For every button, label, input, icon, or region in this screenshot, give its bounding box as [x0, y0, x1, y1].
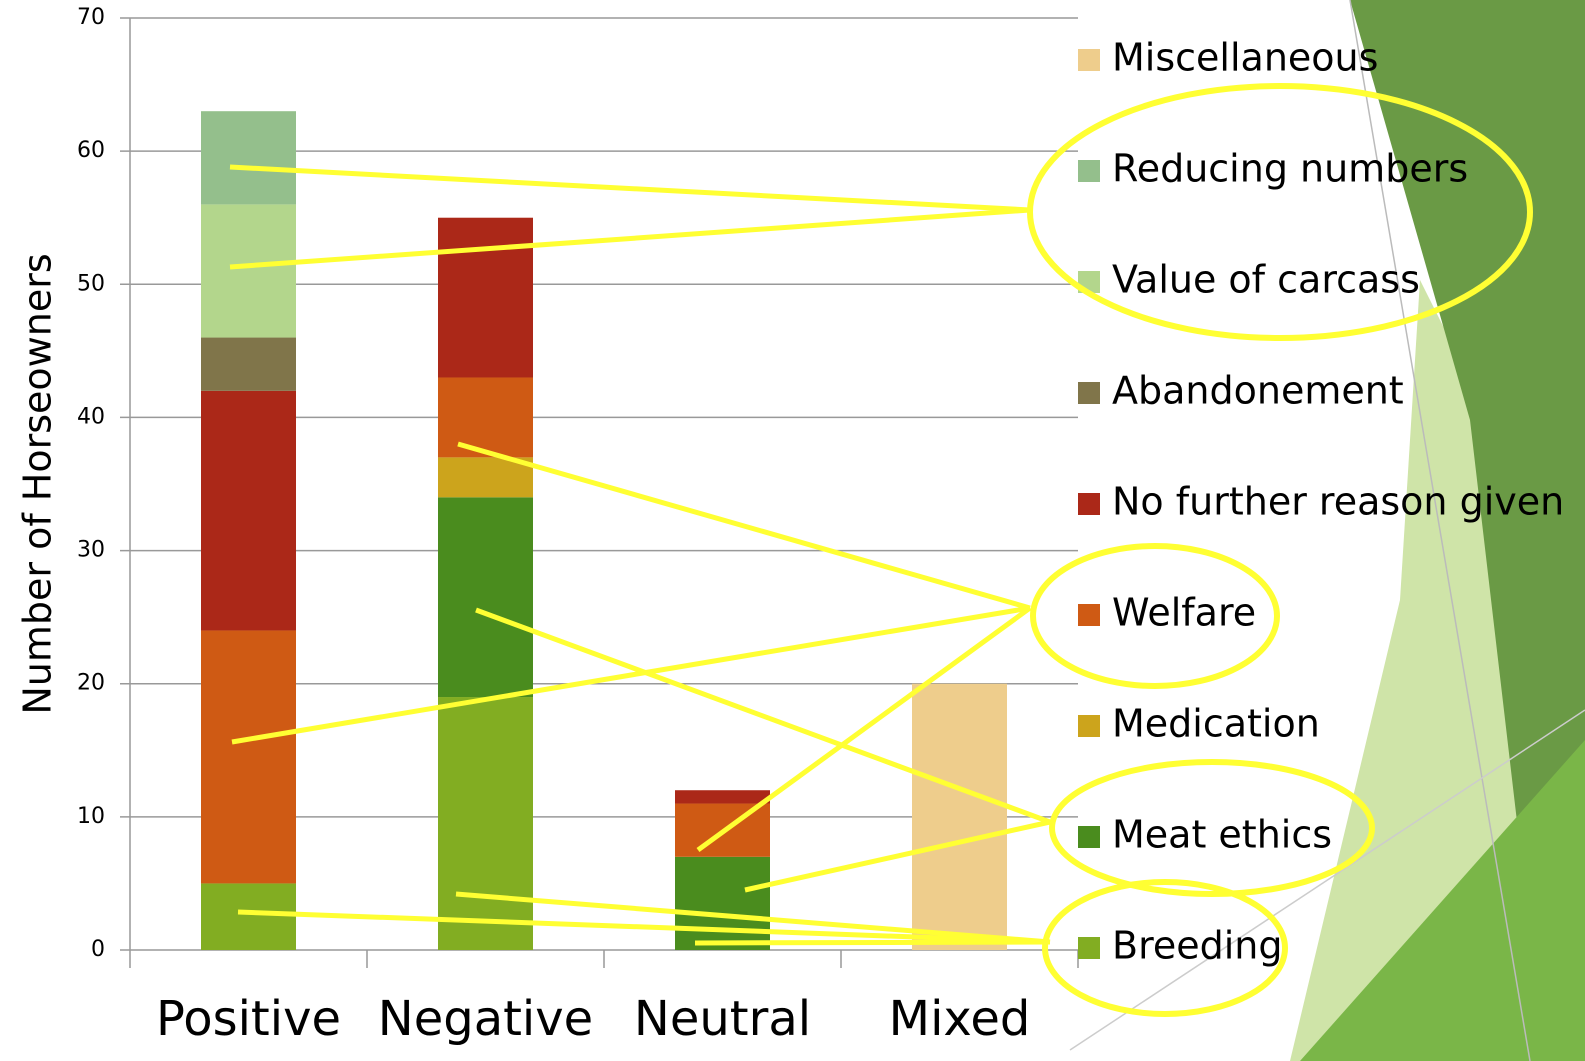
legend-label: Meat ethics: [1112, 813, 1332, 857]
bar-segment: [201, 883, 296, 950]
legend-swatch: [1078, 493, 1100, 515]
legend-label: No further reason given: [1112, 480, 1564, 524]
legend-swatch: [1078, 937, 1100, 959]
chart: Number of Horseowners 0 10 20 30 40 50 60 70 Pos…: [0, 0, 1585, 1061]
bar-segment: [438, 497, 533, 697]
bar-segment: [201, 391, 296, 631]
bar-segment: [438, 218, 533, 378]
y-axis-label: Number of Horseowners: [16, 253, 60, 714]
y-tick-label: 50: [77, 271, 105, 296]
bar-segment: [675, 790, 770, 803]
bar-segment: [675, 857, 770, 950]
y-tick-label: 30: [77, 538, 105, 563]
legend-label: Medication: [1112, 702, 1320, 746]
legend-label: Reducing numbers: [1112, 147, 1468, 191]
y-tick-label: 10: [77, 804, 105, 829]
y-tick-label: 20: [77, 671, 105, 696]
bar-segment: [201, 204, 296, 337]
legend-label: Abandonement: [1112, 369, 1404, 413]
legend-label: Value of carcass: [1112, 258, 1420, 302]
bar-segment: [201, 111, 296, 204]
x-tick-label: Negative: [378, 991, 593, 1047]
y-tick-label: 60: [77, 138, 105, 163]
legend-label: Welfare: [1112, 591, 1256, 635]
legend-swatch: [1078, 715, 1100, 737]
legend-swatch: [1078, 160, 1100, 182]
legend-swatch: [1078, 826, 1100, 848]
legend-label: Breeding: [1112, 924, 1283, 968]
y-tick-label: 40: [77, 404, 105, 429]
bar-segment: [438, 697, 533, 950]
legend-swatch: [1078, 604, 1100, 626]
bar-segment: [201, 630, 296, 883]
bar-segment: [912, 684, 1007, 950]
y-tick-label: 0: [91, 937, 105, 962]
bar-segment: [438, 377, 533, 457]
x-tick-label: Positive: [156, 991, 341, 1047]
bar-segment: [201, 338, 296, 391]
legend-swatch: [1078, 49, 1100, 71]
y-tick-label: 70: [77, 5, 105, 30]
x-tick-label: Neutral: [634, 991, 811, 1047]
x-tick-label: Mixed: [889, 991, 1031, 1047]
legend-label: Miscellaneous: [1112, 36, 1378, 80]
legend-swatch: [1078, 382, 1100, 404]
